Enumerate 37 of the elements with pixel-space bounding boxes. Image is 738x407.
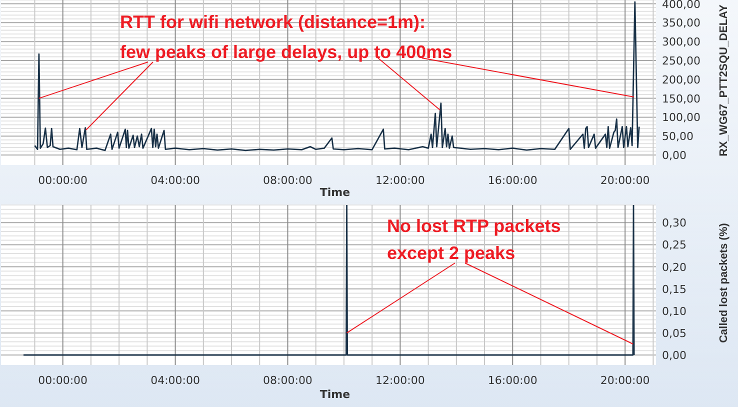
x-tick-label: 20:00:00 [600,374,650,387]
y-tick-label: 150,00 [662,92,700,106]
x-axis-title: Time [320,186,350,199]
x-axis-title: Time [320,388,350,401]
y-tick-label: 200,00 [662,73,700,86]
y-tick-label: 0,30 [662,216,686,230]
y-tick-label: 0,00 [662,349,686,362]
x-tick-label: 04:00:00 [150,174,200,187]
x-tick-label: 20:00:00 [600,174,650,187]
y-tick-label: 0,25 [662,238,686,252]
x-tick-label: 04:00:00 [150,374,200,387]
x-tick-label: 16:00:00 [488,174,538,187]
y-tick-label: 300,00 [662,36,700,49]
y-tick-label: 350,00 [662,16,700,30]
x-tick-label: 16:00:00 [488,374,538,387]
x-tick-label: 08:00:00 [263,174,312,187]
annotation: RTT for wifi network (distance=1m): [120,12,426,32]
y-axis-title: Called lost packets (%) [718,222,730,343]
y-tick-label: 0,15 [662,282,686,296]
annotation: few peaks of large delays, up to 400ms [120,42,452,62]
annotation: No lost RTP packets [387,216,561,236]
y-tick-label: 100,00 [662,111,700,124]
x-tick-label: 00:00:00 [38,374,88,387]
y-tick-label: 0,00 [662,149,686,162]
y-tick-label: 250,00 [662,54,700,68]
annotation: except 2 peaks [387,243,516,263]
line-series [34,1,640,152]
x-tick-label: 12:00:00 [375,374,425,387]
y-tick-label: 50,00 [662,130,694,144]
x-tick-label: 00:00:00 [38,174,88,187]
y-tick-label: 0,05 [662,326,686,340]
y-tick-label: 0,10 [662,304,686,318]
x-tick-label: 12:00:00 [375,174,425,187]
x-tick-label: 08:00:00 [263,374,312,387]
y-tick-label: 0,20 [662,260,686,274]
y-tick-label: 400,00 [662,0,700,11]
y-axis-title: RX_WG67_PTT2SQU_DELAY [718,4,730,156]
